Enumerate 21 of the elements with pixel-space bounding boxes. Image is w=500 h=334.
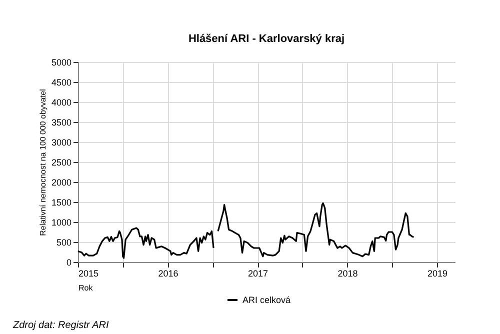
y-tick-label: 0 [66,258,72,268]
y-tick-label: 2500 [51,158,72,168]
x-tick-label: 2019 [428,268,448,278]
x-axis-title: Rok [78,284,94,292]
chart-title: Hlášení ARI - Karlovarský kraj [188,33,345,45]
y-tick-label: 3500 [51,118,72,128]
x-tick-label: 2016 [158,268,178,278]
x-tick-label: 2015 [78,268,99,278]
y-tick-label: 1000 [51,218,72,228]
y-tick-label: 500 [56,238,72,248]
y-tick-label: 5000 [51,58,72,68]
y-tick-label: 4000 [51,98,72,108]
y-tick-label: 1500 [51,198,72,208]
x-tick-label: 2017 [248,268,268,278]
x-tick-label: 2018 [338,268,358,278]
y-tick-label: 3000 [51,138,72,148]
y-tick-label: 2000 [51,178,72,188]
y-tick-label: 4500 [51,78,72,88]
text: Zdroj dat: Registr ARI [12,320,109,331]
legend-label: ARI celková [242,295,291,305]
y-axis-title: Relativní nemocnost na 100 000 obyvatel [38,88,48,236]
